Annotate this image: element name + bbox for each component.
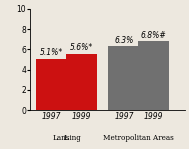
Text: 5.6%*: 5.6%* [70,43,93,52]
Bar [108,46,140,110]
Text: 6.3%: 6.3% [114,36,134,45]
Bar [66,53,97,110]
Text: 6.8%#: 6.8%# [141,31,167,40]
Text: Lansing: Lansing [52,134,81,142]
Bar [138,41,170,110]
Text: 5.1%*: 5.1%* [40,48,64,57]
Bar [36,59,67,110]
Text: L: L [64,134,69,142]
Text: Metropolitan Areas: Metropolitan Areas [103,134,174,142]
